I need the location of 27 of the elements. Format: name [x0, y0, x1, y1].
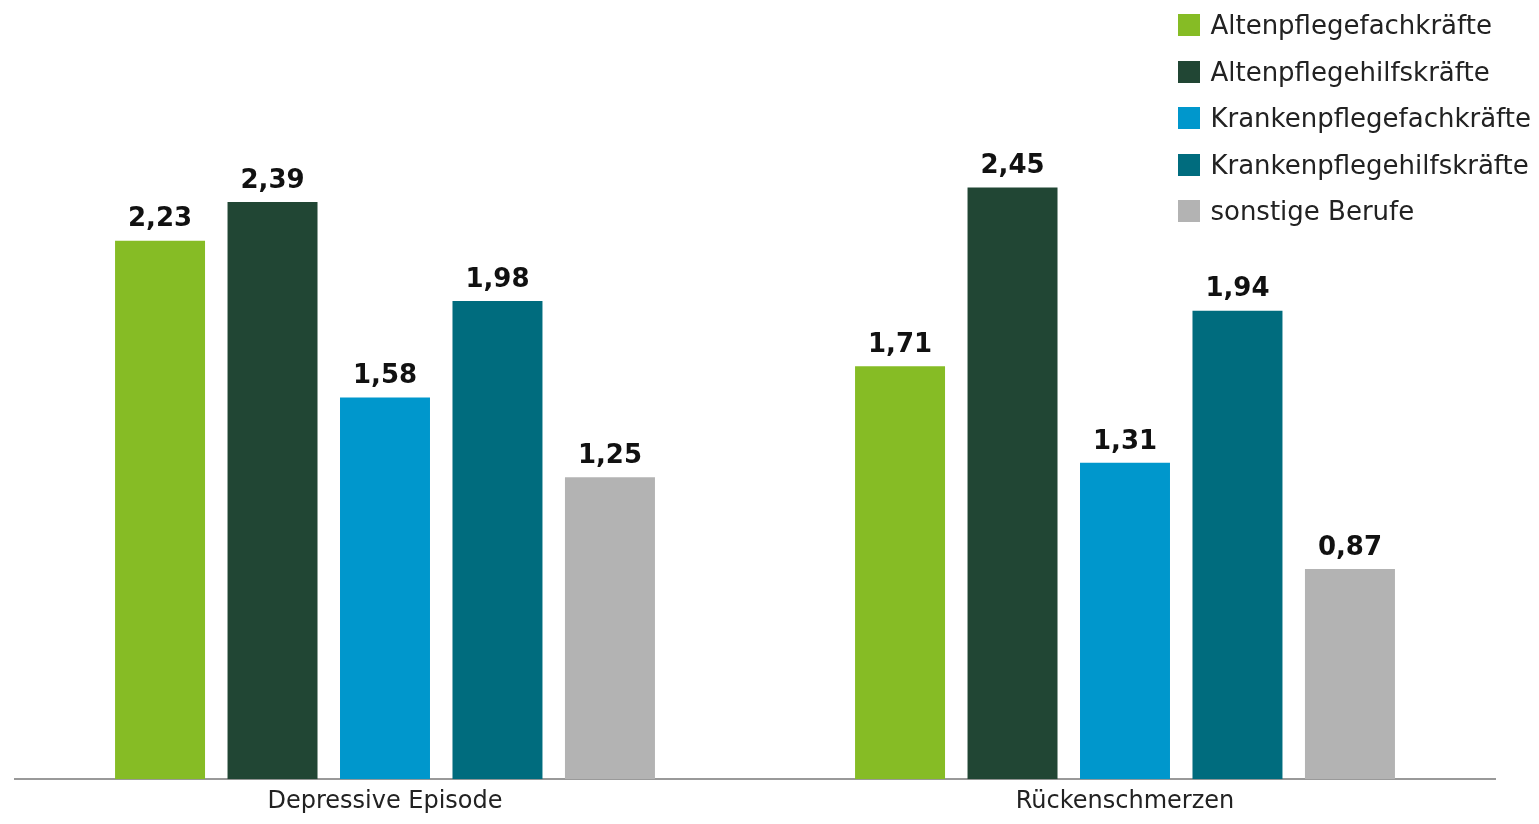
- bar: [967, 187, 1058, 780]
- bar: [855, 366, 946, 780]
- data-label: 1,31: [1092, 424, 1158, 455]
- bar: [1192, 310, 1283, 780]
- data-label: 2,39: [240, 163, 305, 194]
- bar: [564, 477, 655, 780]
- legend-label: Altenpflegefachkräfte: [1210, 9, 1492, 42]
- legend-label: Altenpflegehilfskräfte: [1210, 55, 1490, 89]
- legend-label: sonstige Berufe: [1210, 195, 1415, 228]
- data-label: 2,23: [127, 202, 193, 233]
- bar: [452, 301, 543, 780]
- data-label: 1,94: [1205, 272, 1270, 303]
- data-label: 2,45: [980, 149, 1045, 180]
- x-tick-label: Rückenschmerzen: [1015, 785, 1235, 814]
- data-label: 1,98: [465, 262, 530, 293]
- bar: [1304, 569, 1395, 780]
- x-tick-label: Depressive Episode: [267, 785, 503, 814]
- data-label: 1,58: [352, 359, 418, 390]
- bar: [227, 202, 318, 780]
- data-label: 1,71: [867, 327, 933, 358]
- bar: [1080, 462, 1170, 780]
- legend-label: Krankenpflegehilfskräfte: [1210, 148, 1529, 182]
- bar: [340, 397, 430, 780]
- legend-label: Krankenpflegefachkräfte: [1210, 102, 1531, 135]
- data-label: 1,25: [577, 439, 643, 470]
- data-label: 0,87: [1317, 530, 1383, 561]
- bar: [115, 240, 206, 780]
